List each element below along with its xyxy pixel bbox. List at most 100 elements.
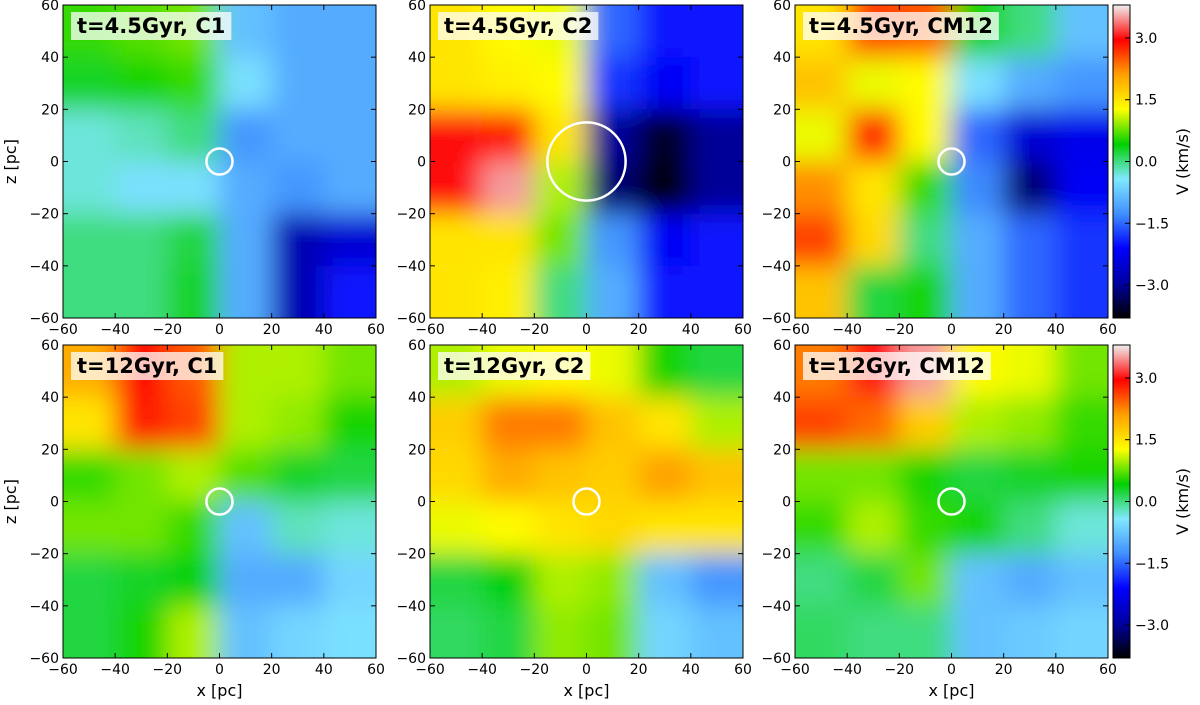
x-tick-label: −20 bbox=[520, 662, 550, 678]
x-tick-label: 0 bbox=[947, 322, 956, 338]
heat-cell bbox=[638, 213, 692, 267]
heat-cell bbox=[115, 449, 169, 503]
heat-cell bbox=[847, 605, 901, 658]
panel-title: t=4.5Gyr, C2 bbox=[444, 14, 592, 38]
x-tick-label: −40 bbox=[467, 322, 497, 338]
heat-cell bbox=[586, 213, 640, 267]
heat-cell bbox=[1055, 345, 1108, 399]
y-tick-label: 20 bbox=[41, 102, 59, 118]
title-box bbox=[803, 12, 999, 40]
heat-cell bbox=[795, 57, 849, 111]
colorbar-tick-label: 1.5 bbox=[1135, 433, 1157, 449]
heat-cell bbox=[638, 345, 692, 399]
heat-cell bbox=[847, 213, 901, 267]
x-tick-label: 0 bbox=[947, 662, 956, 678]
x-tick-label: −20 bbox=[885, 322, 915, 338]
heat-cell bbox=[63, 553, 117, 607]
x-tick-label: 60 bbox=[1099, 322, 1117, 338]
heat-cell bbox=[167, 449, 221, 503]
heat-cell bbox=[115, 161, 169, 215]
heat-cell bbox=[323, 109, 376, 163]
heat-cell bbox=[586, 345, 640, 399]
title-box bbox=[71, 12, 232, 40]
core-circle bbox=[572, 487, 601, 516]
heat-cell bbox=[638, 265, 692, 318]
heat-cell bbox=[219, 57, 273, 111]
x-tick-label: −60 bbox=[780, 322, 810, 338]
heat-cell bbox=[1055, 449, 1108, 503]
heat-cell bbox=[323, 449, 376, 503]
heat-cell bbox=[899, 213, 953, 267]
colorbar-tick-label: 1.5 bbox=[1135, 93, 1157, 109]
core-circle bbox=[546, 121, 627, 202]
heat-cell bbox=[795, 501, 849, 555]
heat-cell bbox=[586, 109, 640, 163]
heat-cell bbox=[951, 553, 1005, 607]
heat-cell bbox=[951, 109, 1005, 163]
heat-cell bbox=[847, 553, 901, 607]
heat-cell bbox=[323, 605, 376, 658]
heat-cell bbox=[219, 161, 273, 215]
heat-cell bbox=[115, 109, 169, 163]
x-tick-label: −40 bbox=[100, 662, 130, 678]
heat-cell bbox=[638, 605, 692, 658]
y-tick-label: 40 bbox=[408, 390, 426, 406]
y-tick-label: −20 bbox=[29, 207, 59, 223]
heat-cell bbox=[690, 161, 743, 215]
heat-cell bbox=[482, 397, 536, 451]
heat-cell bbox=[534, 109, 588, 163]
heat-cell bbox=[951, 213, 1005, 267]
heat-cell bbox=[482, 161, 536, 215]
heat-cell bbox=[323, 213, 376, 267]
x-tick-label: 20 bbox=[995, 322, 1013, 338]
heat-cell bbox=[167, 501, 221, 555]
heat-cell bbox=[115, 213, 169, 267]
heat-cell bbox=[323, 397, 376, 451]
y-tick-label: −40 bbox=[761, 259, 791, 275]
heat-cell bbox=[534, 605, 588, 658]
panel bbox=[430, 5, 743, 318]
heat-cell bbox=[167, 213, 221, 267]
y-tick-label: −60 bbox=[396, 651, 426, 667]
heat-cell bbox=[219, 109, 273, 163]
heat-cell bbox=[219, 265, 273, 318]
heat-cell bbox=[534, 449, 588, 503]
heat-cell bbox=[690, 109, 743, 163]
x-axis-label: x [pc] bbox=[564, 681, 610, 700]
heat-cell bbox=[1055, 501, 1108, 555]
x-tick-label: 40 bbox=[1047, 322, 1065, 338]
heat-cell bbox=[586, 449, 640, 503]
heat-cell bbox=[115, 501, 169, 555]
heat-cell bbox=[690, 605, 743, 658]
heat-cell bbox=[1055, 57, 1108, 111]
y-tick-label: −60 bbox=[396, 311, 426, 327]
x-tick-label: 40 bbox=[1047, 662, 1065, 678]
panel-title: t=4.5Gyr, C1 bbox=[77, 14, 225, 38]
y-tick-label: 40 bbox=[408, 50, 426, 66]
heat-cell bbox=[690, 345, 743, 399]
x-tick-label: 0 bbox=[582, 322, 591, 338]
y-tick-label: −40 bbox=[396, 599, 426, 615]
heat-cell bbox=[1055, 397, 1108, 451]
y-tick-label: −20 bbox=[761, 547, 791, 563]
heat-cell bbox=[951, 501, 1005, 555]
colorbar-tick-label: −1.5 bbox=[1135, 216, 1169, 232]
heat-cell bbox=[951, 397, 1005, 451]
heat-cell bbox=[63, 397, 117, 451]
colorbar-tick-label: −3.0 bbox=[1135, 278, 1169, 294]
heat-cell bbox=[63, 57, 117, 111]
heat-cell bbox=[430, 161, 484, 215]
heat-cell bbox=[638, 501, 692, 555]
heat-cell bbox=[271, 161, 325, 215]
heat-cell bbox=[323, 5, 376, 59]
heat-cell bbox=[167, 553, 221, 607]
heat-cell bbox=[271, 213, 325, 267]
x-tick-label: 40 bbox=[682, 662, 700, 678]
heat-cell bbox=[951, 449, 1005, 503]
x-tick-label: −20 bbox=[885, 662, 915, 678]
heat-cell bbox=[430, 213, 484, 267]
heat-cell bbox=[115, 345, 169, 399]
heatmap bbox=[63, 345, 376, 658]
colorbar-tick-label: −1.5 bbox=[1135, 556, 1169, 572]
